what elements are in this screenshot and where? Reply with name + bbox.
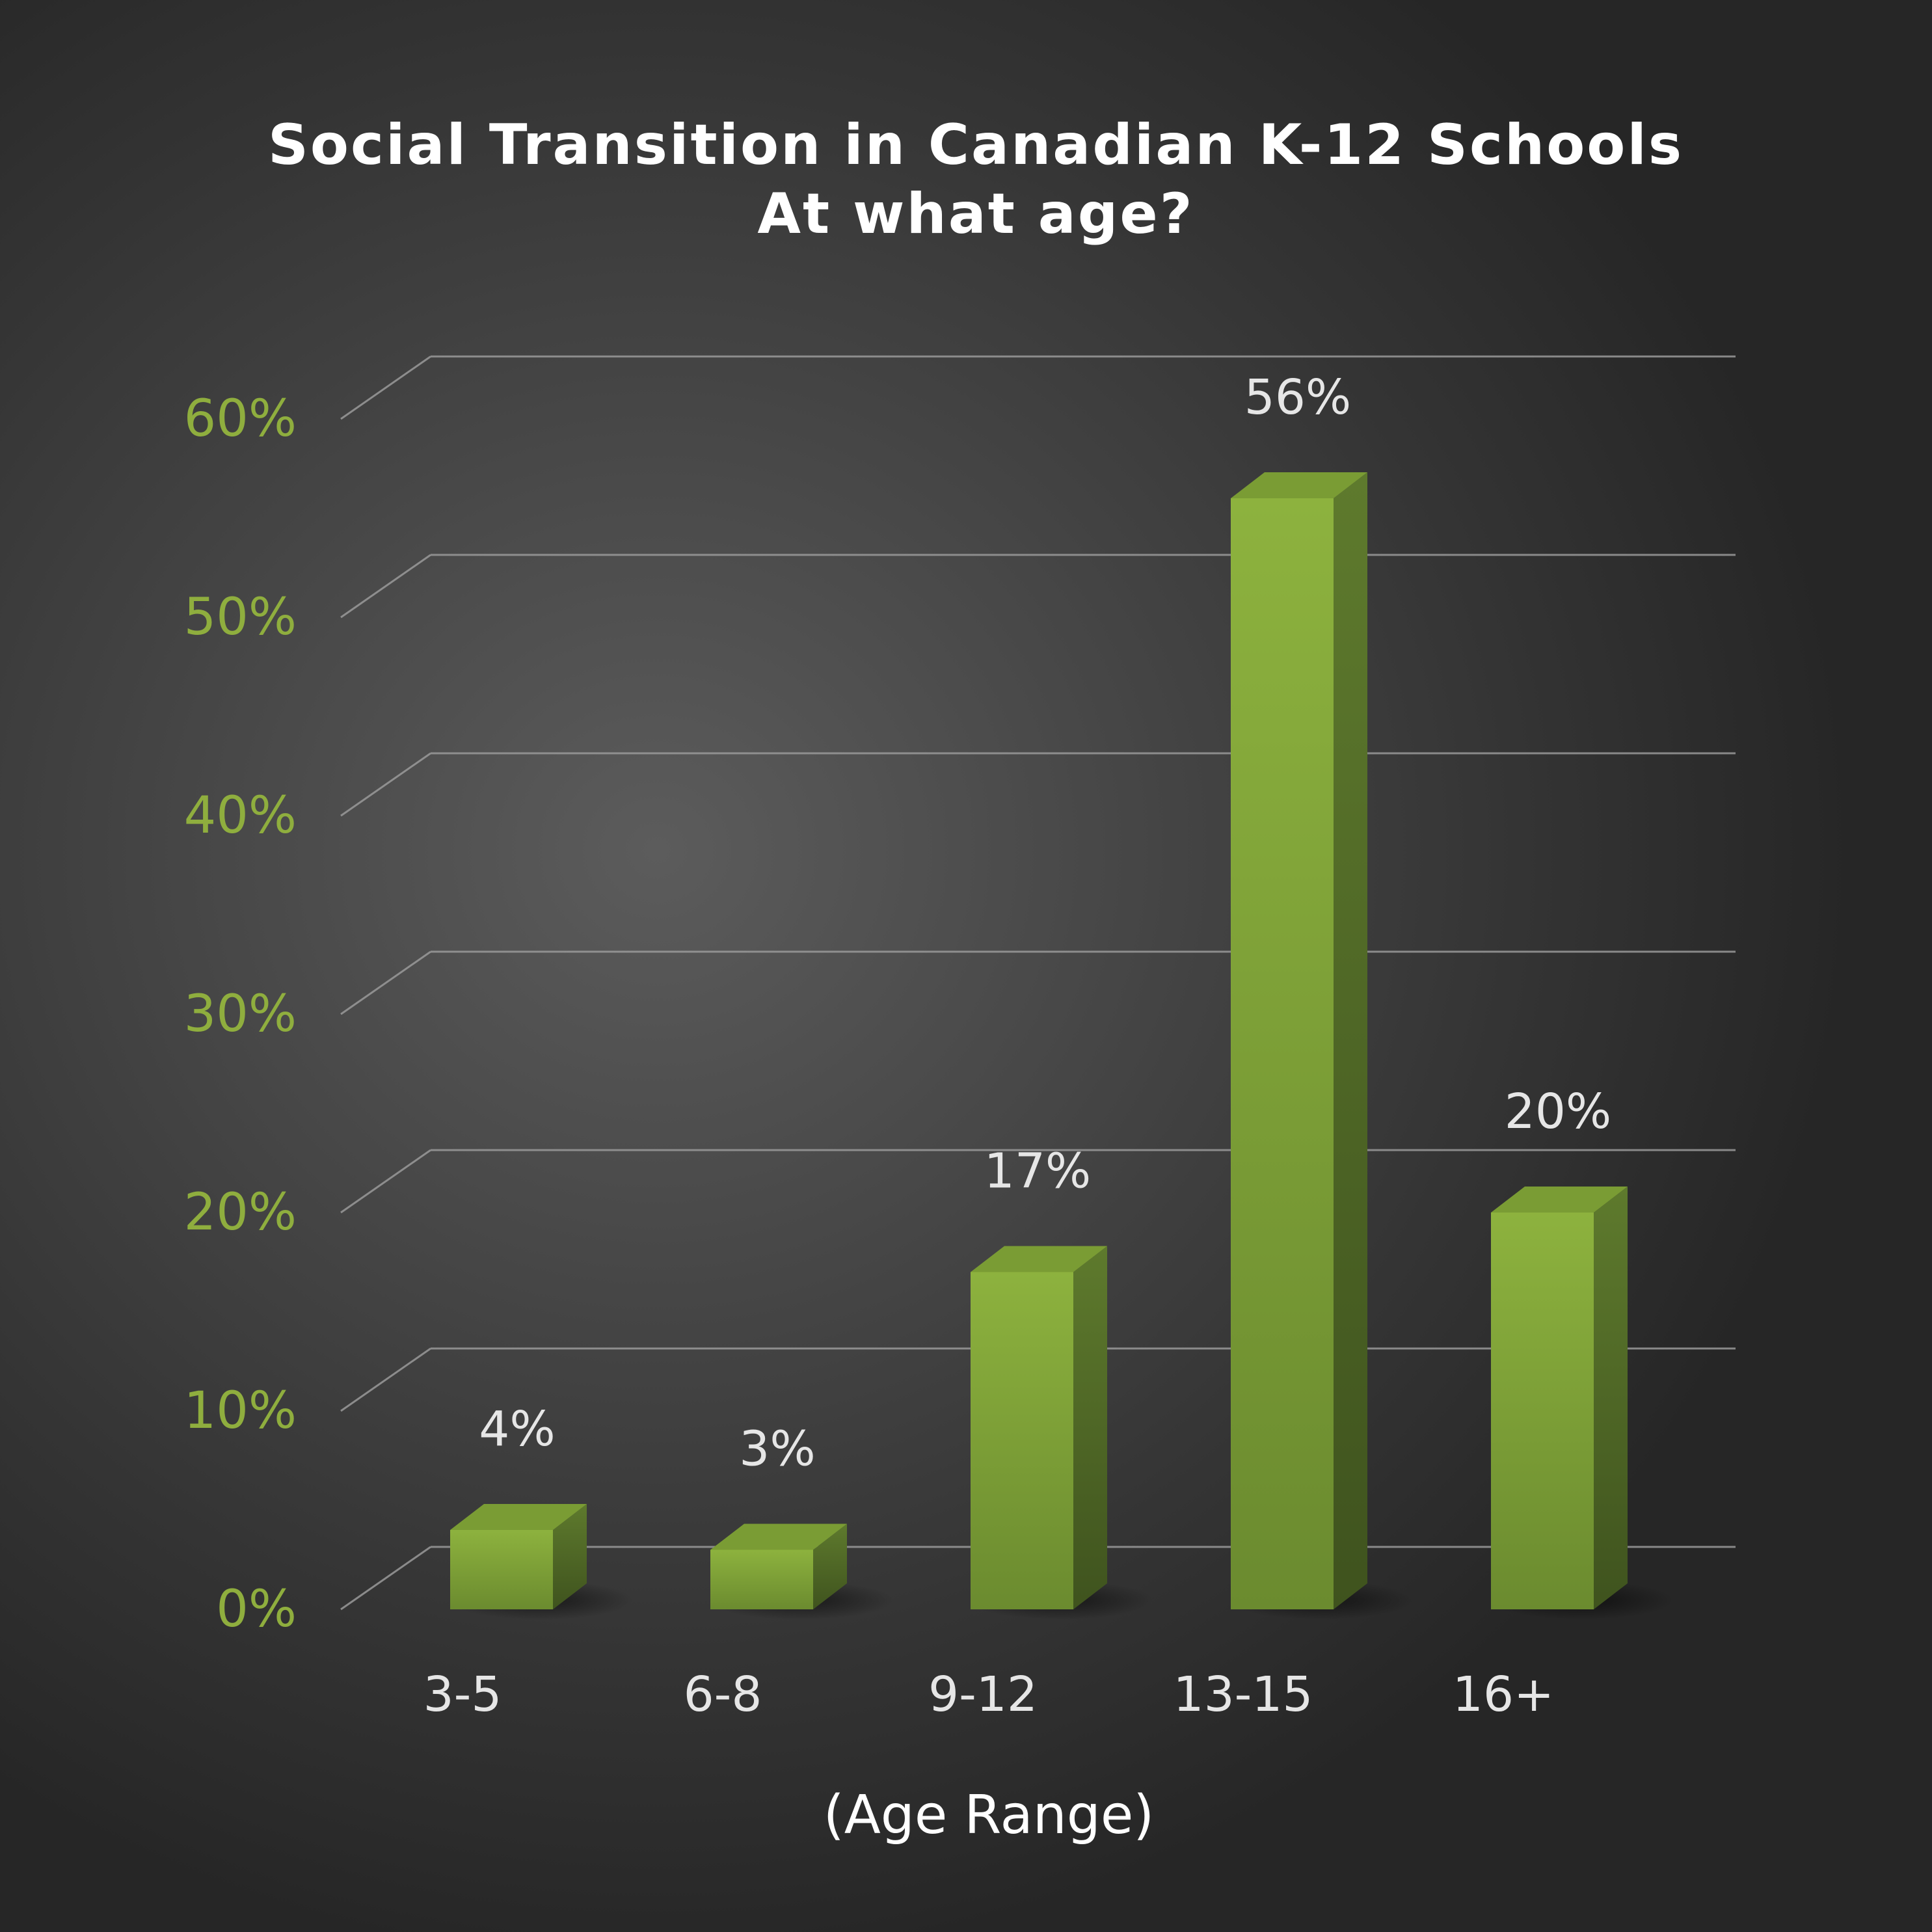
gridline-diagonal-50 — [340, 554, 431, 619]
x-tick-label: 9-12 — [928, 1667, 1038, 1723]
x-axis-label: (Age Range) — [824, 1784, 1155, 1846]
bar-layer — [448, 472, 1674, 1620]
bar-top-face — [1231, 472, 1367, 498]
y-tick-label: 60% — [184, 390, 297, 448]
y-tick-label: 20% — [184, 1183, 297, 1242]
chart-title: Social Transition in Canadian K-12 Schoo… — [268, 113, 1684, 178]
chart-subtitle: At what age? — [757, 181, 1194, 247]
bar-side-face — [813, 1523, 847, 1609]
x-axis-ticks: 3-5 6-8 9-12 13-15 16+ — [423, 1667, 1555, 1723]
grid-layer — [340, 355, 1736, 1611]
data-label: 17% — [984, 1144, 1091, 1200]
bar-front-face — [450, 1530, 553, 1609]
gridline-diagonal-10 — [340, 1347, 431, 1412]
gridline-diagonal-40 — [340, 752, 431, 817]
data-label: 3% — [739, 1421, 815, 1477]
x-tick-label: 16+ — [1453, 1667, 1554, 1723]
x-tick-label: 3-5 — [423, 1667, 502, 1723]
data-label: 20% — [1505, 1084, 1611, 1140]
x-tick-label: 13-15 — [1173, 1667, 1313, 1723]
data-label: 56% — [1244, 369, 1351, 425]
y-tick-label: 30% — [184, 985, 297, 1043]
gridline-diagonal-30 — [340, 950, 431, 1015]
y-tick-label: 10% — [184, 1382, 297, 1440]
bar-front-face — [971, 1272, 1073, 1609]
gridline-diagonal-0 — [340, 1546, 431, 1611]
y-axis-ticks: 0% 10% 20% 30% 40% 50% 60% — [184, 390, 297, 1639]
bar-16+ — [1491, 1187, 1628, 1609]
bar-top-face — [971, 1246, 1107, 1272]
gridline-diagonal-20 — [340, 1149, 431, 1214]
data-labels: 4% 3% 17% 56% 20% — [479, 369, 1611, 1477]
data-label: 4% — [479, 1401, 555, 1457]
bar-6-8 — [710, 1523, 847, 1609]
bar-9-12 — [971, 1246, 1107, 1609]
y-tick-label: 0% — [216, 1580, 297, 1639]
bar-front-face — [710, 1550, 813, 1609]
bar-side-face — [553, 1504, 587, 1609]
bar-front-face — [1491, 1213, 1594, 1609]
bar-13-15 — [1231, 472, 1367, 1609]
y-tick-label: 40% — [184, 786, 297, 845]
bar-front-face — [1231, 498, 1334, 1609]
bar-top-face — [450, 1504, 587, 1530]
gridline-diagonal-60 — [340, 355, 431, 420]
bar-side-face — [1073, 1246, 1107, 1609]
bar-top-face — [710, 1523, 847, 1550]
y-tick-label: 50% — [184, 588, 297, 647]
bar-side-face — [1594, 1187, 1628, 1609]
bar-3-5 — [450, 1504, 587, 1609]
x-tick-label: 6-8 — [684, 1667, 762, 1723]
bar-top-face — [1491, 1187, 1628, 1213]
bar-side-face — [1334, 472, 1367, 1609]
